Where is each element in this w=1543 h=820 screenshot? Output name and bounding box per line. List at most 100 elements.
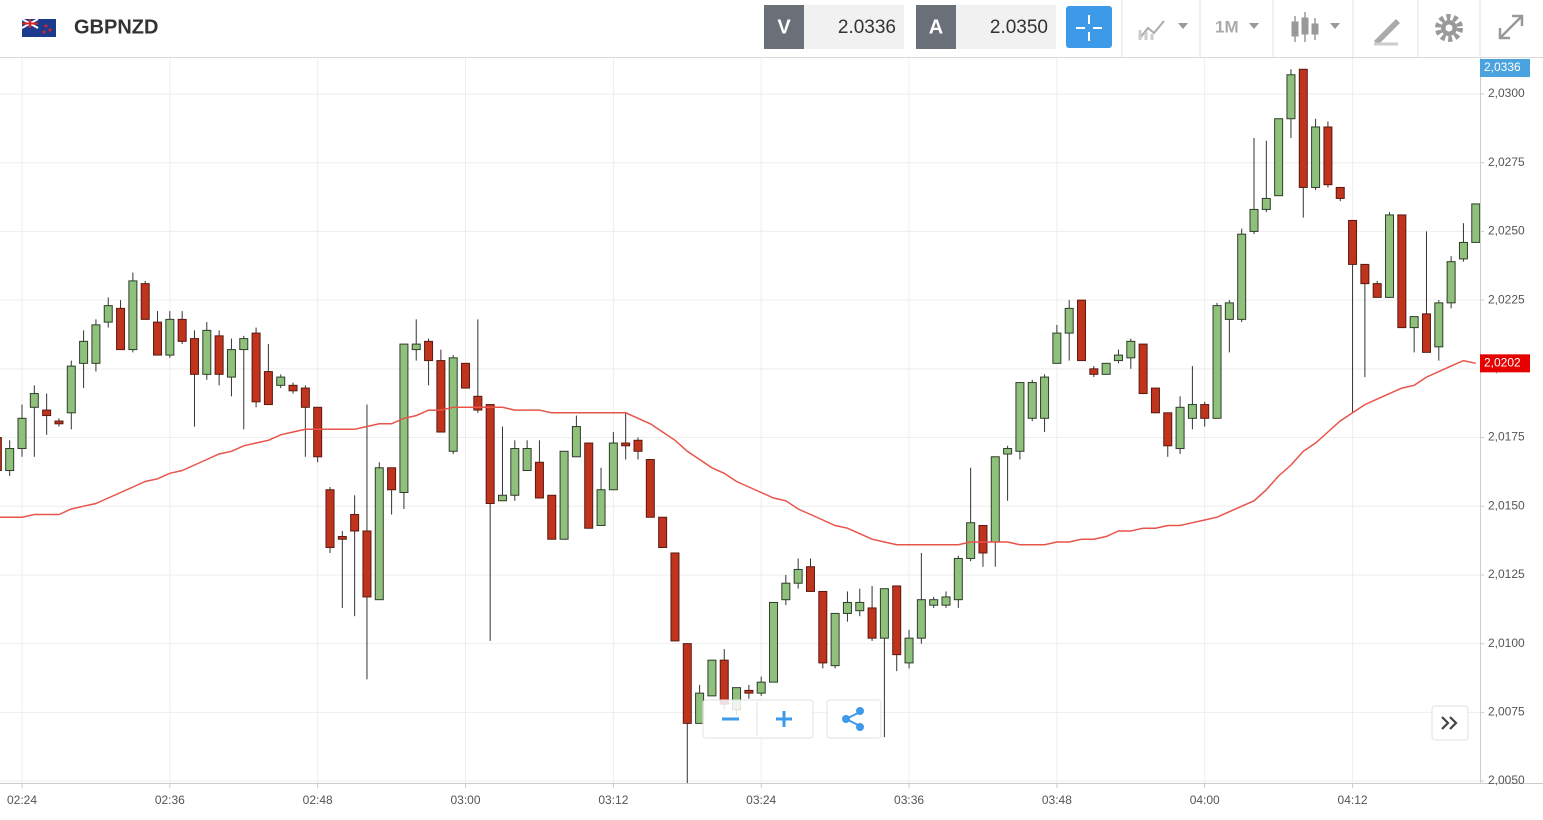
bid-button[interactable] bbox=[764, 5, 804, 49]
x-tick-label: 02:48 bbox=[303, 793, 333, 807]
candle-body bbox=[226, 349, 236, 378]
candle-body bbox=[1113, 354, 1123, 362]
candle-body bbox=[239, 338, 249, 351]
candle-body bbox=[522, 448, 532, 472]
candle-body bbox=[140, 283, 150, 320]
timeframe-button[interactable]: 1M bbox=[1215, 17, 1259, 36]
candle-body bbox=[17, 417, 27, 450]
y-tick-label: 2,0125 bbox=[1488, 567, 1525, 581]
ask-label: A bbox=[929, 16, 943, 38]
candle-body bbox=[756, 681, 766, 694]
crosshair-button[interactable] bbox=[1066, 6, 1112, 48]
y-tick-label: 2,0225 bbox=[1488, 292, 1525, 306]
candle-body bbox=[1003, 448, 1013, 455]
candle-body bbox=[1101, 362, 1111, 375]
candle-body bbox=[263, 371, 273, 406]
candle-body bbox=[1126, 340, 1136, 359]
candle-body bbox=[1434, 302, 1444, 348]
candle-body bbox=[497, 494, 507, 502]
bid-label: V bbox=[777, 16, 791, 38]
candle-body bbox=[1077, 299, 1087, 362]
ask-button[interactable] bbox=[916, 5, 956, 49]
y-tick-label: 2,0300 bbox=[1488, 86, 1525, 100]
candle-body bbox=[202, 329, 212, 375]
candle-body bbox=[362, 530, 372, 598]
candle-body bbox=[879, 588, 889, 639]
candle-body bbox=[596, 489, 606, 526]
candle-body bbox=[805, 566, 815, 592]
candle-body bbox=[1311, 126, 1321, 188]
candle-body bbox=[1298, 68, 1308, 188]
candle-body bbox=[769, 601, 779, 683]
x-tick-label: 03:12 bbox=[598, 793, 628, 807]
candle-body bbox=[411, 343, 421, 351]
price-tag-label: 2,0202 bbox=[1484, 356, 1521, 370]
candle-body bbox=[633, 439, 643, 452]
candle-body bbox=[707, 659, 717, 697]
candle-body bbox=[990, 456, 1000, 543]
candle-body bbox=[91, 324, 101, 364]
candle-body bbox=[374, 467, 384, 601]
candle-body bbox=[424, 340, 434, 362]
x-tick-label: 03:00 bbox=[451, 793, 481, 807]
candle-body bbox=[1372, 283, 1382, 298]
price-tag bbox=[1480, 59, 1530, 77]
candle-body bbox=[1286, 74, 1296, 120]
share-button[interactable] bbox=[826, 699, 882, 739]
candle-body bbox=[793, 568, 803, 584]
candle-body bbox=[670, 552, 680, 642]
draw-tool-button[interactable] bbox=[1374, 19, 1400, 46]
candle-body bbox=[485, 404, 495, 504]
grid bbox=[0, 58, 1480, 783]
candle-body bbox=[929, 599, 939, 606]
candle-body bbox=[1335, 186, 1345, 199]
candle-body bbox=[337, 535, 347, 540]
candle-body bbox=[510, 448, 520, 496]
candle-body bbox=[189, 338, 199, 375]
candle-body bbox=[584, 442, 594, 529]
y-tick-label: 2,0250 bbox=[1488, 224, 1525, 238]
fullscreen-button[interactable] bbox=[1498, 14, 1524, 40]
ask-price: 2.0350 bbox=[990, 17, 1048, 38]
chart-type-button[interactable] bbox=[1138, 20, 1188, 40]
candle-body bbox=[350, 513, 360, 532]
candle-body bbox=[818, 590, 828, 664]
candle-body bbox=[288, 384, 298, 392]
candle-body bbox=[153, 321, 163, 356]
candle-body bbox=[1323, 126, 1333, 186]
candle-body bbox=[867, 607, 877, 639]
plot-area bbox=[0, 68, 1480, 783]
candle-body bbox=[645, 459, 655, 518]
candle-body bbox=[1150, 387, 1160, 414]
candle-body bbox=[42, 409, 52, 417]
price-tag-label: 2,0336 bbox=[1484, 60, 1521, 74]
candle-body bbox=[1385, 214, 1395, 298]
settings-button[interactable] bbox=[1435, 14, 1463, 42]
candle-body bbox=[300, 387, 310, 408]
scroll-end-button[interactable] bbox=[1431, 705, 1469, 741]
candle-body bbox=[165, 318, 175, 356]
x-tick-label: 04:12 bbox=[1338, 793, 1368, 807]
candle-body bbox=[103, 305, 113, 323]
candle-type-button[interactable] bbox=[1291, 12, 1340, 42]
zoom-controls bbox=[702, 699, 814, 739]
candle-body bbox=[941, 596, 951, 606]
candle-body bbox=[214, 335, 224, 375]
candle-body bbox=[1458, 241, 1468, 260]
candle-body bbox=[1237, 233, 1247, 320]
candle-body bbox=[5, 448, 15, 472]
candle-body bbox=[658, 516, 668, 548]
y-tick-label: 2,0275 bbox=[1488, 155, 1525, 169]
zoom-in-button[interactable] bbox=[776, 711, 792, 727]
candle-body bbox=[1224, 302, 1234, 320]
candle-body bbox=[276, 376, 286, 386]
ask-box bbox=[956, 5, 1056, 49]
moving-average-line bbox=[0, 359, 1476, 546]
flag-icon bbox=[21, 18, 56, 37]
x-tick-label: 03:36 bbox=[894, 793, 924, 807]
candle-body bbox=[473, 395, 483, 411]
candle-body bbox=[1212, 305, 1222, 419]
candle-body bbox=[29, 393, 39, 408]
y-tick-label: 2,0175 bbox=[1488, 430, 1525, 444]
candle-body bbox=[1261, 197, 1271, 210]
